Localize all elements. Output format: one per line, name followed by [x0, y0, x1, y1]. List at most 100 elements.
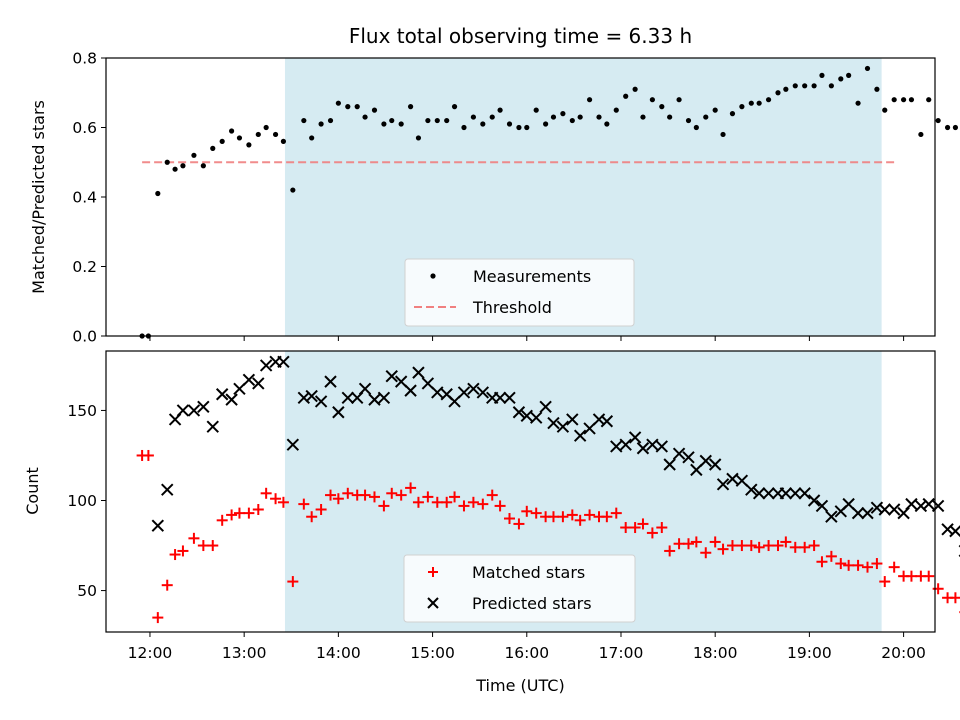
measurement-point	[506, 121, 513, 127]
bottom-xtick-label: 14:00	[316, 644, 361, 662]
predicted-star-point	[176, 404, 190, 417]
measurement-point	[425, 117, 431, 124]
matched-star-point	[188, 532, 200, 544]
measurement-point	[676, 97, 682, 103]
matched-star-point	[260, 487, 272, 499]
legend-predicted-label: Predicted stars	[472, 594, 592, 613]
matched-star-point	[620, 522, 632, 534]
measurement-point	[667, 114, 673, 120]
bottom-xtick-label: 20:00	[881, 644, 926, 662]
predicted-star-point	[305, 389, 318, 403]
measurement-point	[811, 83, 817, 89]
matched-star-point	[325, 489, 337, 501]
predicted-star-point	[314, 395, 328, 408]
measurement-point	[703, 114, 709, 120]
matched-star-point	[789, 541, 801, 553]
measurement-point	[335, 100, 341, 106]
measurement-point	[891, 97, 897, 103]
measurement-point	[461, 124, 467, 131]
predicted-star-point	[789, 487, 802, 500]
predicted-star-point	[547, 416, 560, 430]
measurement-point	[407, 104, 414, 110]
top-subplot: Flux total observing time = 6.33 h 0.00.…	[29, 24, 959, 346]
matched-star-point	[736, 540, 748, 552]
matched-star-point	[207, 540, 219, 552]
matched-star-point	[808, 540, 820, 552]
measurement-point	[255, 131, 261, 138]
measurement-point	[569, 117, 575, 124]
matched-star-point	[682, 538, 694, 550]
predicted-star-point	[520, 409, 533, 423]
matched-star-point	[386, 487, 398, 499]
legend-matched-label: Matched stars	[472, 563, 585, 582]
predicted-star-point	[394, 375, 408, 388]
measurement-point	[918, 131, 924, 138]
matched-star-point	[835, 558, 847, 570]
predicted-star-point	[503, 391, 516, 405]
predicted-star-point	[807, 494, 821, 507]
predicted-star-point	[512, 406, 526, 419]
measurement-point	[935, 117, 941, 124]
measurement-point	[855, 100, 861, 106]
measurement-point	[864, 65, 871, 72]
matched-star-point	[905, 570, 917, 582]
measurement-point	[729, 111, 736, 117]
measurement-point	[219, 138, 225, 144]
matched-star-point	[412, 496, 424, 508]
measurement-point	[659, 104, 665, 110]
measurement-point	[649, 97, 655, 103]
measurement-point	[586, 97, 593, 103]
matched-star-point	[816, 556, 828, 568]
measurement-point	[640, 114, 646, 120]
predicted-star-point	[825, 510, 838, 523]
predicted-star-point	[277, 355, 290, 369]
predicted-star-point	[914, 499, 928, 513]
measurement-point	[200, 163, 206, 169]
matched-star-point	[243, 507, 255, 519]
matched-star-point	[825, 550, 837, 562]
matched-star-point	[441, 496, 453, 508]
predicted-star-point	[368, 393, 381, 406]
predicted-star-point	[529, 411, 543, 424]
predicted-star-point	[539, 400, 552, 414]
bottom-legend-box	[403, 554, 636, 623]
measurement-point	[246, 142, 252, 148]
measurement-point	[926, 97, 932, 103]
legend-measurements-label: Measurements	[473, 267, 591, 286]
measurement-point	[550, 114, 557, 120]
predicted-star-point	[412, 366, 425, 379]
predicted-star-point	[682, 451, 695, 464]
matched-star-point	[458, 500, 470, 512]
predicted-star-point	[385, 370, 398, 383]
measurement-point	[236, 135, 243, 141]
matched-star-point	[315, 504, 327, 516]
matched-star-point	[378, 500, 390, 512]
predicted-star-point	[672, 447, 686, 460]
measurement-point	[604, 121, 610, 127]
predicted-star-point	[949, 524, 960, 538]
bottom-xtick-label: 13:00	[222, 644, 267, 662]
matched-star-point	[342, 487, 354, 499]
predicted-star-point	[842, 497, 855, 511]
predicted-star-point	[151, 519, 165, 532]
matched-star-point	[449, 491, 461, 503]
predicted-star-point	[726, 472, 739, 486]
matched-star-point	[629, 522, 641, 534]
matched-star-point	[871, 558, 883, 570]
predicted-star-point	[690, 463, 703, 477]
measurement-point	[389, 117, 395, 124]
measurement-point	[720, 131, 726, 138]
measurement-point	[846, 72, 852, 78]
measurement-point	[434, 117, 440, 124]
matched-star-point	[646, 527, 658, 539]
predicted-star-point	[324, 375, 337, 388]
matched-star-point	[709, 536, 721, 548]
bottom-xtick-label: 19:00	[787, 644, 832, 662]
predicted-star-point	[600, 415, 614, 428]
bottom-xtick-label: 15:00	[410, 644, 455, 662]
matched-star-point	[169, 549, 181, 561]
measurement-point	[756, 100, 762, 106]
measurement-point	[318, 121, 324, 127]
matched-star-point	[726, 540, 738, 552]
